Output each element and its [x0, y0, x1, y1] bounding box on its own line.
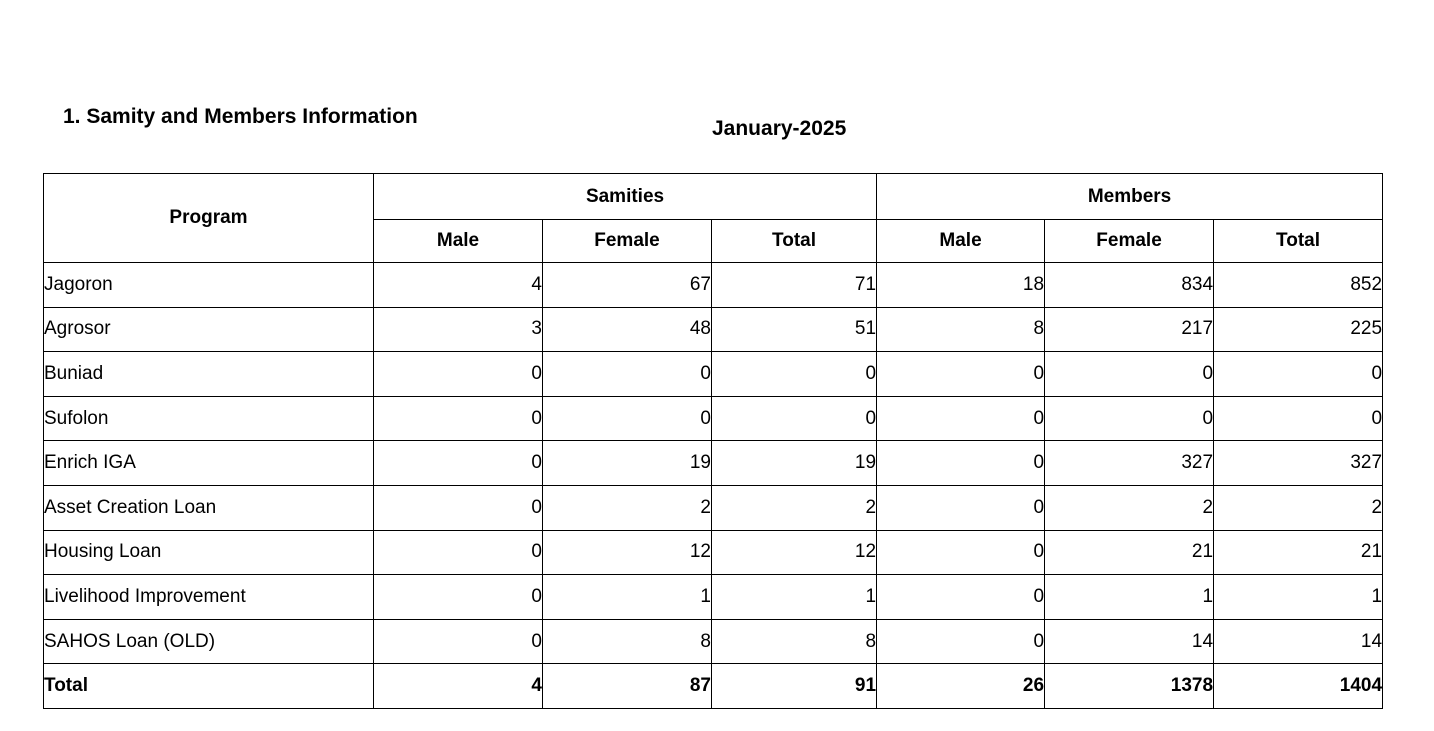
value-cell: 19: [542, 440, 712, 486]
table-row: Buniad 0 0 0 0 0 0: [43, 351, 1384, 397]
value-cell: 2: [710, 484, 878, 531]
value-cell: 1: [542, 574, 712, 620]
value-cell: 21: [1044, 529, 1215, 576]
total-label-cell: Total: [43, 663, 374, 709]
table-row: Jagoron 4 67 71 18 834 852: [43, 262, 1384, 308]
program-cell: Agrosor: [43, 306, 374, 353]
value-cell: 0: [373, 395, 543, 442]
value-cell: 8: [710, 618, 878, 665]
program-cell: Sufolon: [43, 395, 374, 442]
value-cell: 18: [876, 262, 1046, 308]
value-cell: 14: [1213, 618, 1384, 665]
value-cell: 14: [1044, 618, 1215, 665]
table-row: Livelihood Improvement 0 1 1 0 1 1: [43, 574, 1384, 620]
value-cell: 12: [542, 529, 712, 576]
value-cell: 0: [1044, 351, 1215, 397]
total-value-cell: 87: [542, 663, 712, 709]
program-cell: Jagoron: [43, 262, 374, 308]
value-cell: 0: [542, 395, 712, 442]
samities-female-header: Female: [542, 219, 712, 263]
value-cell: 1: [1213, 574, 1384, 620]
value-cell: 0: [876, 574, 1046, 620]
value-cell: 12: [710, 529, 878, 576]
value-cell: 71: [710, 262, 878, 308]
total-value-cell: 26: [876, 663, 1046, 709]
program-cell: Enrich IGA: [43, 440, 374, 486]
value-cell: 0: [710, 395, 878, 442]
value-cell: 2: [1213, 484, 1384, 531]
value-cell: 225: [1213, 306, 1384, 353]
value-cell: 21: [1213, 529, 1384, 576]
table-group-header-row: Program Samities Members: [43, 173, 1384, 263]
value-cell: 0: [876, 529, 1046, 576]
samities-group-header: Samities: [372, 173, 878, 220]
members-female-header: Female: [1044, 219, 1215, 263]
report-period: January-2025: [712, 117, 847, 140]
value-cell: 852: [1213, 262, 1384, 308]
value-cell: 0: [1213, 395, 1384, 442]
total-value-cell: 4: [373, 663, 543, 709]
value-cell: 217: [1044, 306, 1215, 353]
value-cell: 0: [876, 618, 1046, 665]
value-cell: 0: [876, 395, 1046, 442]
value-cell: 1: [1044, 574, 1215, 620]
value-cell: 2: [1044, 484, 1215, 531]
program-cell: Asset Creation Loan: [43, 484, 374, 531]
table-row: Housing Loan 0 12 12 0 21 21: [43, 529, 1384, 576]
table-row: SAHOS Loan (OLD) 0 8 8 0 14 14: [43, 618, 1384, 665]
value-cell: 0: [876, 484, 1046, 531]
value-cell: 327: [1213, 440, 1384, 486]
value-cell: 0: [373, 574, 543, 620]
table-row: Enrich IGA 0 19 19 0 327 327: [43, 440, 1384, 486]
total-value-cell: 1378: [1044, 663, 1215, 709]
samities-male-header: Male: [373, 219, 543, 263]
value-cell: 2: [542, 484, 712, 531]
members-group-header: Members: [876, 173, 1384, 220]
value-cell: 0: [542, 351, 712, 397]
value-cell: 1: [710, 574, 878, 620]
members-total-header: Total: [1213, 219, 1384, 263]
value-cell: 0: [876, 351, 1046, 397]
value-cell: 48: [542, 306, 712, 353]
table-row: Sufolon 0 0 0 0 0 0: [43, 395, 1384, 442]
value-cell: 0: [373, 484, 543, 531]
program-cell: Housing Loan: [43, 529, 374, 576]
value-cell: 51: [710, 306, 878, 353]
table-sub-header-row: Male Female Total Male Female Total: [44, 219, 1384, 263]
program-cell: Buniad: [43, 351, 374, 397]
table-row: Agrosor 3 48 51 8 217 225: [43, 306, 1384, 353]
value-cell: 8: [542, 618, 712, 665]
total-value-cell: 1404: [1213, 663, 1384, 709]
value-cell: 327: [1044, 440, 1215, 486]
value-cell: 0: [1213, 351, 1384, 397]
value-cell: 19: [710, 440, 878, 486]
value-cell: 67: [542, 262, 712, 308]
samity-members-table: Program Samities Members Male Female Tot…: [43, 173, 1384, 709]
value-cell: 8: [876, 306, 1046, 353]
value-cell: 0: [1044, 395, 1215, 442]
value-cell: 0: [373, 440, 543, 486]
value-cell: 3: [373, 306, 543, 353]
samities-total-header: Total: [710, 219, 878, 263]
value-cell: 0: [373, 351, 543, 397]
value-cell: 4: [373, 262, 543, 308]
total-value-cell: 91: [710, 663, 878, 709]
value-cell: 0: [876, 440, 1046, 486]
table-row: Asset Creation Loan 0 2 2 0 2 2: [43, 484, 1384, 531]
program-cell: SAHOS Loan (OLD): [43, 618, 374, 665]
program-column-header: Program: [43, 173, 374, 263]
value-cell: 0: [373, 529, 543, 576]
section-title: 1. Samity and Members Information: [63, 105, 418, 128]
table-total-row: Total 4 87 91 26 1378 1404: [43, 663, 1384, 709]
value-cell: 0: [373, 618, 543, 665]
value-cell: 0: [710, 351, 878, 397]
program-cell: Livelihood Improvement: [43, 574, 374, 620]
value-cell: 834: [1044, 262, 1215, 308]
members-male-header: Male: [876, 219, 1046, 263]
